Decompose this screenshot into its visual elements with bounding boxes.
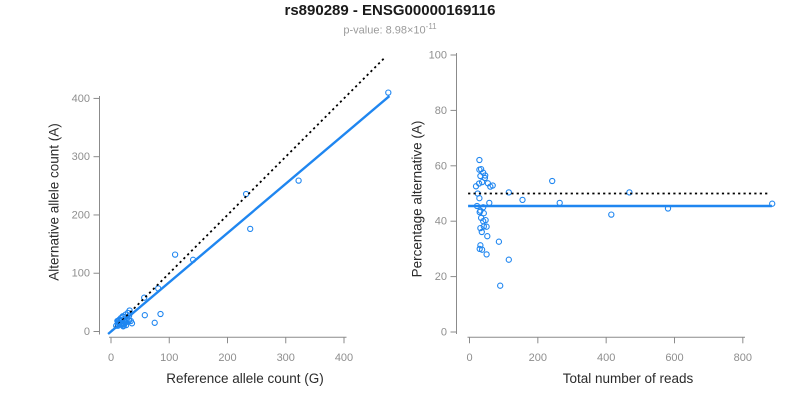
right-data-point: [477, 224, 484, 232]
right-data-point: [481, 174, 489, 182]
right-data-point: [480, 210, 487, 217]
right-x-tick-label: 200: [529, 352, 547, 364]
left-y-tick-label: 200: [72, 209, 90, 221]
right-y-tick-label: 80: [435, 105, 447, 117]
right-data-point: [478, 178, 486, 186]
right-data-point: [549, 177, 556, 185]
right-y-tick-label: 0: [441, 327, 447, 339]
right-data-point: [472, 183, 480, 190]
left-x-tick-label: 200: [218, 352, 236, 364]
right-data-point: [476, 208, 483, 216]
left-y-tick-label: 0: [84, 326, 90, 338]
right-data-point: [489, 182, 496, 189]
left-y-tick-label: 400: [72, 93, 90, 105]
right-data-point: [483, 223, 490, 230]
pvalue-subtitle: p-value: 8.98×10-11: [0, 22, 780, 37]
right-x-axis-title: Total number of reads: [562, 371, 694, 386]
identity-line: [110, 56, 386, 333]
left-data-point: [157, 310, 164, 318]
right-data-point: [556, 199, 563, 207]
right-data-point: [519, 196, 526, 204]
left-data-point: [120, 323, 127, 330]
left-data-point: [141, 294, 148, 301]
left-data-point: [247, 225, 254, 233]
right-data-point: [497, 282, 504, 289]
right-data-point: [486, 199, 493, 207]
right-x-tick-label: 800: [734, 352, 752, 364]
left-y-tick-label: 100: [72, 268, 90, 280]
right-x-tick-label: 0: [466, 352, 472, 364]
pvalue-mantissa: 8.98×10: [385, 24, 426, 37]
left-data-point: [122, 321, 130, 329]
left-data-point: [295, 177, 302, 184]
right-data-point: [495, 238, 503, 245]
left-data-point: [128, 320, 136, 327]
right-y-tick-label: 60: [435, 160, 447, 172]
right-data-point: [484, 233, 491, 240]
right-data-point: [476, 156, 483, 164]
left-data-point: [151, 319, 158, 326]
left-y-tick-label: 300: [72, 151, 90, 163]
right-x-tick-label: 400: [597, 352, 615, 364]
right-data-point: [483, 251, 490, 258]
chart-title: rs890289 - ENSG00000169116: [284, 2, 496, 19]
right-data-point: [608, 211, 615, 218]
right-data-point: [476, 166, 483, 173]
left-data-point: [242, 190, 250, 198]
left-x-tick-label: 0: [108, 352, 114, 364]
right-data-point: [478, 228, 485, 236]
left-x-tick-label: 400: [335, 352, 353, 364]
right-data-point: [626, 189, 633, 196]
regression-line: [107, 95, 391, 335]
right-data-point: [480, 204, 487, 211]
right-y-tick-label: 20: [435, 271, 447, 283]
right-data-point: [476, 195, 483, 202]
right-data-point: [480, 223, 487, 230]
right-data-point: [476, 245, 483, 253]
left-data-point: [385, 89, 392, 96]
right-data-point: [769, 200, 776, 207]
pvalue-prefix: p-value:: [343, 24, 386, 37]
left-x-tick-label: 300: [277, 352, 295, 364]
right-data-point: [482, 216, 489, 224]
pvalue-exponent: -11: [425, 22, 437, 31]
left-data-point: [141, 312, 148, 319]
right-y-tick-label: 100: [429, 50, 447, 62]
left-data-point: [171, 251, 179, 258]
right-data-point: [505, 256, 512, 263]
left-x-tick-label: 100: [160, 352, 178, 364]
right-y-tick-label: 40: [435, 216, 447, 228]
right-x-tick-label: 600: [665, 352, 683, 364]
left-x-axis-title: Reference allele count (G): [166, 371, 324, 386]
right-data-point: [505, 189, 512, 196]
